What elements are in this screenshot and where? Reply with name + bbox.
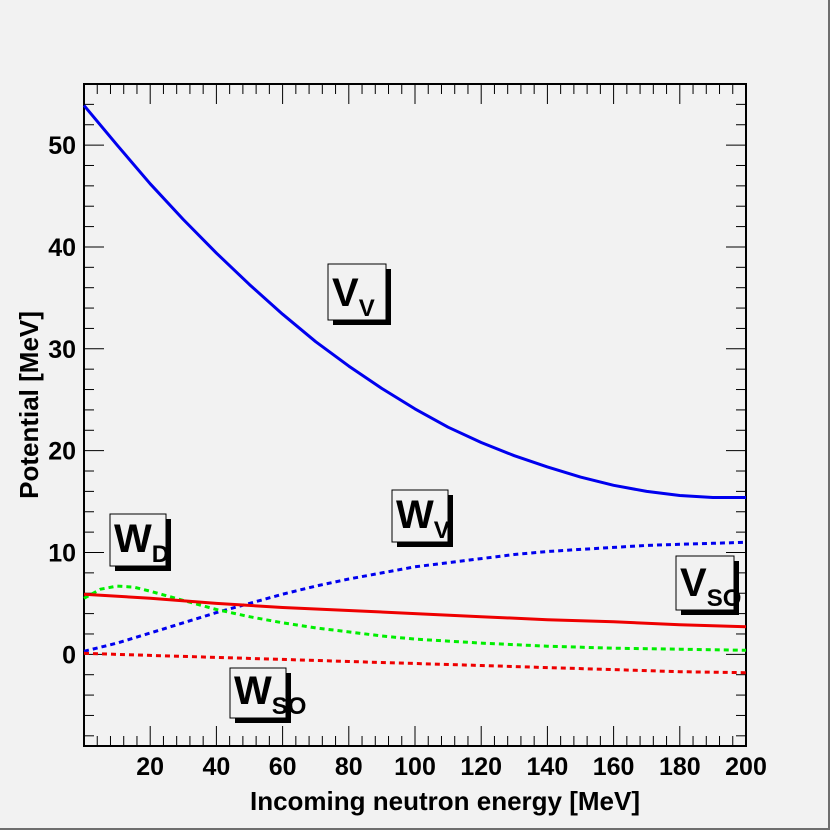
y-tick-label: 0 (62, 641, 76, 669)
label-box (327, 263, 387, 321)
label-w-d: WD (109, 513, 171, 571)
y-axis-title: Potential [MeV] (14, 311, 44, 499)
label-box (675, 555, 735, 611)
x-tick-label: 20 (136, 753, 164, 781)
y-tick-label: 50 (48, 132, 76, 160)
x-tick-label: 100 (394, 753, 436, 781)
label-w-so: WSO (229, 667, 306, 723)
label-text: WSO (234, 669, 306, 720)
label-text: WD (114, 517, 169, 568)
label-v-so: VSO (675, 555, 741, 615)
x-tick-label: 80 (335, 753, 363, 781)
label-text: VSO (680, 561, 741, 612)
x-axis-title: Incoming neutron energy [MeV] (250, 786, 640, 816)
label-v-v: VV (327, 263, 391, 325)
plot-frame (83, 83, 747, 747)
curves (82, 104, 747, 675)
label-box (391, 489, 449, 543)
x-tick-label: 180 (659, 753, 701, 781)
y-tick-label: 10 (48, 539, 76, 567)
curve-w-v (83, 540, 747, 653)
label-text: WV (396, 493, 450, 544)
x-tick-label: 200 (725, 753, 767, 781)
y-tick-label: 20 (48, 438, 76, 466)
axis-ticks: 20 40 60 80 100 120 140 160 180 200 0 10 20 30 40 50 (48, 83, 767, 781)
curve-w-so (83, 651, 747, 675)
curve-v-v (82, 104, 746, 499)
x-tick-label: 60 (269, 753, 297, 781)
curve-w-d (83, 584, 747, 652)
label-w-v: WV (391, 489, 453, 547)
label-text: VV (332, 271, 375, 322)
label-box (229, 667, 287, 719)
x-tick-label: 140 (527, 753, 569, 781)
y-tick-label: 30 (48, 336, 76, 364)
y-tick-label: 40 (48, 234, 76, 262)
x-tick-label: 120 (460, 753, 502, 781)
curve-v-so (83, 592, 747, 629)
curve-labels: VV WV WD VSO WSO (109, 263, 741, 723)
label-box (109, 513, 167, 567)
x-tick-label: 160 (593, 753, 635, 781)
x-tick-label: 40 (202, 753, 230, 781)
